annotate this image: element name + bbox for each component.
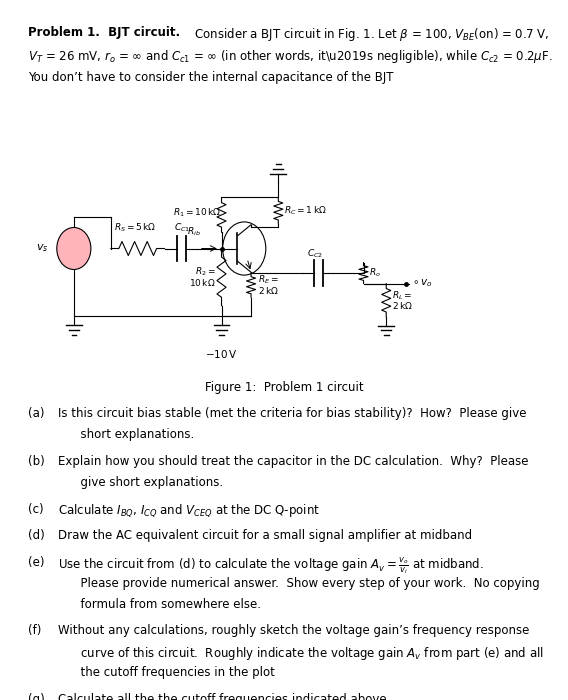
Text: short explanations.: short explanations.	[58, 428, 194, 442]
Text: give short explanations.: give short explanations.	[58, 476, 223, 489]
Text: $R_C = 1\,\mathrm{k\Omega}$: $R_C = 1\,\mathrm{k\Omega}$	[284, 204, 327, 217]
Text: $R_{ib}$: $R_{ib}$	[187, 225, 201, 238]
Text: $2\,\mathrm{k\Omega}$: $2\,\mathrm{k\Omega}$	[392, 300, 413, 312]
Text: $C_{C2}$: $C_{C2}$	[307, 248, 323, 260]
Circle shape	[57, 228, 91, 270]
Text: $10\,\mathrm{k\Omega}$: $10\,\mathrm{k\Omega}$	[189, 277, 216, 288]
Text: $2\,\mathrm{k\Omega}$: $2\,\mathrm{k\Omega}$	[258, 286, 279, 296]
Text: $R_E =$: $R_E =$	[258, 274, 279, 286]
Text: −: −	[64, 252, 72, 262]
Text: $V_T$ = 26 mV, $r_o$ = $\infty$ and $C_{c1}$ = $\infty$ (in other words, it\u201: $V_T$ = 26 mV, $r_o$ = $\infty$ and $C_{…	[28, 48, 553, 65]
Text: $R_S = 5\,\mathrm{k\Omega}$: $R_S = 5\,\mathrm{k\Omega}$	[114, 222, 156, 235]
Text: You don’t have to consider the internal capacitance of the BJT: You don’t have to consider the internal …	[28, 71, 394, 84]
Text: (b): (b)	[28, 455, 45, 468]
Text: Draw the AC equivalent circuit for a small signal amplifier at midband: Draw the AC equivalent circuit for a sma…	[58, 529, 472, 542]
Text: (d): (d)	[28, 529, 45, 542]
Text: $R_2 =$: $R_2 =$	[195, 265, 216, 278]
Text: Calculate all the the cutoff frequencies indicated above: Calculate all the the cutoff frequencies…	[58, 693, 387, 700]
Text: Use the circuit from (d) to calculate the voltage gain $A_v = \frac{v_o}{v_i}$ a: Use the circuit from (d) to calculate th…	[58, 556, 484, 576]
Text: $-10\,\mathrm{V}$: $-10\,\mathrm{V}$	[205, 348, 238, 360]
Text: Figure 1:  Problem 1 circuit: Figure 1: Problem 1 circuit	[204, 382, 364, 395]
Text: curve of this circuit.  Roughly indicate the voltage gain $A_v$ from part (e) an: curve of this circuit. Roughly indicate …	[58, 645, 544, 662]
Text: Please provide numerical answer.  Show every step of your work.  No copying: Please provide numerical answer. Show ev…	[58, 577, 540, 590]
Text: $v_s$: $v_s$	[36, 243, 48, 254]
Text: (a): (a)	[28, 407, 45, 421]
Text: $C_{C1}$: $C_{C1}$	[174, 222, 190, 235]
Text: (g): (g)	[28, 693, 45, 700]
Text: (f): (f)	[28, 624, 42, 638]
Text: $R_1 = 10\,\mathrm{k\Omega}$: $R_1 = 10\,\mathrm{k\Omega}$	[173, 206, 222, 219]
Text: $R_o$: $R_o$	[369, 267, 381, 279]
Text: $R_L =$: $R_L =$	[392, 290, 412, 302]
Text: Explain how you should treat the capacitor in the DC calculation.  Why?  Please: Explain how you should treat the capacit…	[58, 455, 528, 468]
Text: Problem 1.  BJT circuit.: Problem 1. BJT circuit.	[28, 26, 181, 39]
Text: Consider a BJT circuit in Fig. 1. Let $\beta$ = 100, $V_{BE}$(on) = 0.7 V,: Consider a BJT circuit in Fig. 1. Let $\…	[187, 26, 550, 43]
Text: formula from somewhere else.: formula from somewhere else.	[58, 598, 261, 611]
Text: Without any calculations, roughly sketch the voltage gain’s frequency response: Without any calculations, roughly sketch…	[58, 624, 529, 638]
Text: the cutoff frequencies in the plot: the cutoff frequencies in the plot	[58, 666, 275, 680]
Text: $\circ\, v_o$: $\circ\, v_o$	[412, 278, 432, 289]
Text: (e): (e)	[28, 556, 45, 569]
Text: (c): (c)	[28, 503, 44, 516]
Text: +: +	[69, 237, 78, 246]
Text: Is this circuit bias stable (met the criteria for bias stability)?  How?  Please: Is this circuit bias stable (met the cri…	[58, 407, 527, 421]
Text: Calculate $I_{BQ}$, $I_{CQ}$ and $V_{CEQ}$ at the DC Q-point: Calculate $I_{BQ}$, $I_{CQ}$ and $V_{CEQ…	[58, 503, 320, 519]
